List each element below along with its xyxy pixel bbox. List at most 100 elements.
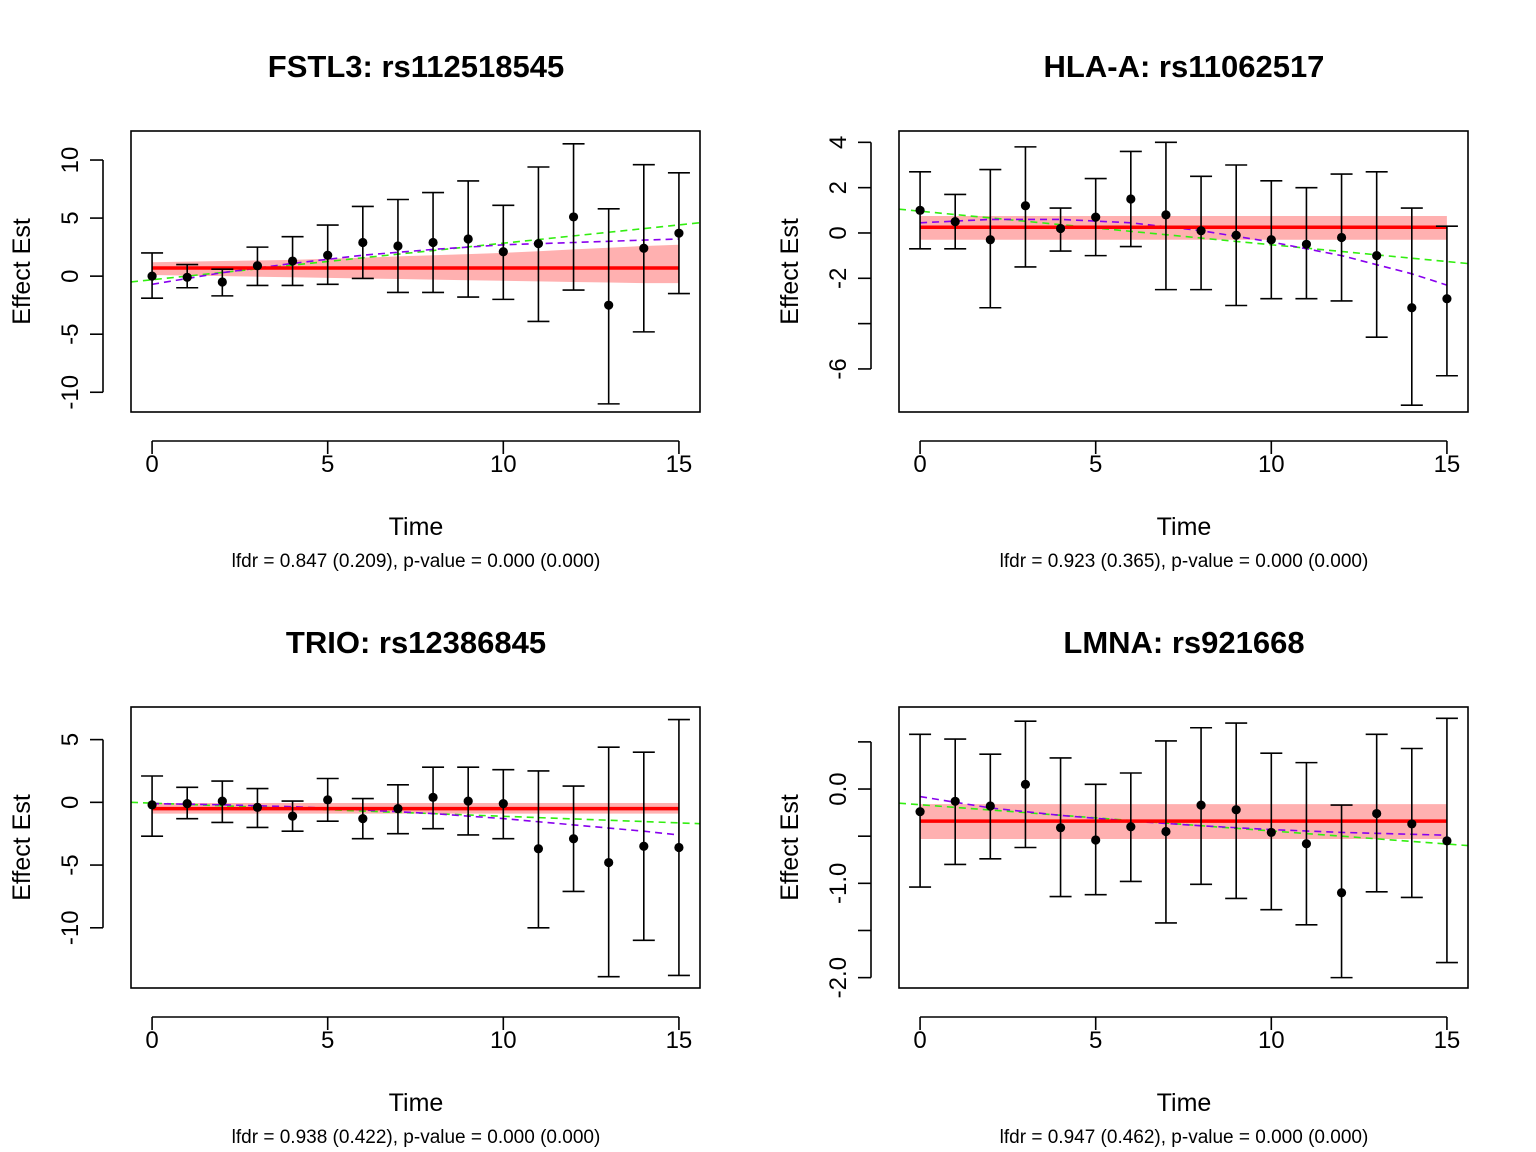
y-tick-label: -2 [825, 268, 852, 289]
y-axis-label: Effect Est [776, 218, 804, 325]
data-point [498, 247, 508, 257]
data-point [1266, 827, 1276, 838]
y-axis: -10 -5 0 5 [57, 733, 104, 945]
data-point [1091, 212, 1101, 222]
y-tick-label: -10 [57, 910, 84, 945]
data-point [1055, 823, 1066, 833]
data-point [182, 272, 192, 282]
constant-fit-band [152, 244, 679, 284]
data-point [1301, 839, 1312, 849]
x-tick-label: 15 [1434, 1027, 1461, 1054]
plot-frame [898, 130, 1469, 413]
x-tick-label: 10 [1258, 1027, 1285, 1054]
y-axis-label: Effect Est [8, 218, 36, 325]
x-axis: 0 5 10 15 [913, 440, 1460, 478]
data-point [1442, 836, 1452, 846]
data-point [1372, 808, 1382, 819]
plot-frame [130, 706, 701, 989]
data-point [1407, 819, 1417, 829]
data-point [604, 857, 614, 868]
data-point [428, 237, 438, 248]
x-tick-label: 15 [666, 1027, 693, 1054]
y-axis: -2.0 -1.0 0.0 [825, 741, 872, 998]
plot-frame [130, 130, 701, 413]
y-tick-label: -6 [825, 358, 852, 379]
x-axis-label: Time [1157, 1089, 1212, 1117]
x-axis-label: Time [1157, 513, 1212, 541]
y-tick-label: -5 [57, 854, 84, 875]
data-point [1126, 194, 1136, 204]
data-point [639, 243, 649, 253]
data-point [182, 798, 192, 809]
data-point [1161, 826, 1171, 837]
data-point [568, 834, 579, 844]
data-point [217, 277, 227, 287]
x-tick-label: 10 [490, 1027, 517, 1054]
x-tick-label: 10 [1258, 451, 1285, 478]
x-axis-label: Time [389, 1089, 444, 1117]
data-point [147, 800, 157, 810]
x-tick-label: 0 [913, 1027, 926, 1054]
panel-4: LMNA: rs921668 0 5 10 15 -2.0 -1.0 0.0 Time Effec… [776, 625, 1469, 1148]
chart-subtitle: lfdr = 0.847 (0.209), p-value = 0.000 (0… [232, 551, 601, 572]
data-point [1196, 226, 1206, 236]
data-point [1442, 294, 1452, 304]
data-point [915, 807, 925, 817]
data-point [147, 271, 157, 281]
y-tick-label: 10 [57, 147, 84, 174]
y-tick-label: -1.0 [825, 863, 852, 904]
data-point [1020, 779, 1031, 789]
x-tick-label: 5 [321, 451, 334, 478]
y-axis: -10 -5 0 5 10 [57, 147, 104, 410]
data-point [985, 801, 995, 811]
x-axis: 0 5 10 15 [145, 1016, 693, 1054]
x-tick-label: 0 [145, 451, 158, 478]
y-tick-label: -5 [57, 324, 84, 345]
y-tick-label: 5 [57, 211, 84, 224]
data-point [1301, 239, 1312, 249]
x-tick-label: 0 [913, 451, 926, 478]
chart-title: FSTL3: rs112518545 [268, 49, 564, 84]
data-point [287, 811, 298, 821]
x-tick-label: 5 [1089, 451, 1102, 478]
data-point [358, 814, 368, 824]
y-tick-label: 5 [57, 733, 84, 746]
panel-1: FSTL3: rs112518545 0 5 10 15 -10 -5 0 5 10 Time Eff… [8, 49, 701, 572]
data-point [463, 234, 473, 244]
data-point [217, 796, 227, 806]
y-tick-label: 0.0 [825, 772, 852, 805]
data-point [428, 792, 438, 802]
panel-3: TRIO: rs12386845 0 5 10 15 -10 -5 0 5 Time Effect … [8, 625, 701, 1148]
x-tick-label: 5 [321, 1027, 334, 1054]
y-tick-label: -2.0 [825, 957, 852, 998]
x-tick-label: 15 [666, 451, 693, 478]
y-tick-label: 0 [57, 269, 84, 282]
y-axis: -6 -2 0 2 4 [825, 136, 872, 380]
data-point [950, 217, 960, 227]
data-point [1336, 888, 1347, 898]
x-axis: 0 5 10 15 [145, 440, 693, 478]
panel-2: HLA-A: rs11062517 0 5 10 15 -6 -2 0 2 4 Time Effect… [776, 49, 1469, 572]
data-point [915, 205, 925, 215]
y-tick-label: 0 [57, 796, 84, 809]
data-point [568, 212, 579, 222]
data-point [604, 300, 614, 310]
data-point [393, 241, 403, 251]
chart-subtitle: lfdr = 0.947 (0.462), p-value = 0.000 (0… [1000, 1127, 1369, 1148]
data-point [1231, 805, 1241, 815]
data-point [252, 261, 263, 271]
data-point [1196, 800, 1206, 810]
data-point [1126, 822, 1136, 832]
x-axis-label: Time [389, 513, 444, 541]
y-tick-label: 0 [825, 226, 852, 239]
data-point [1336, 232, 1347, 243]
data-point [323, 250, 333, 260]
x-tick-label: 5 [1089, 1027, 1102, 1054]
chart-subtitle: lfdr = 0.938 (0.422), p-value = 0.000 (0… [232, 1127, 601, 1148]
data-point [533, 844, 544, 854]
data-point [323, 795, 333, 805]
x-tick-label: 0 [145, 1027, 158, 1054]
plot-frame [898, 706, 1469, 989]
chart-title: LMNA: rs921668 [1063, 625, 1304, 660]
